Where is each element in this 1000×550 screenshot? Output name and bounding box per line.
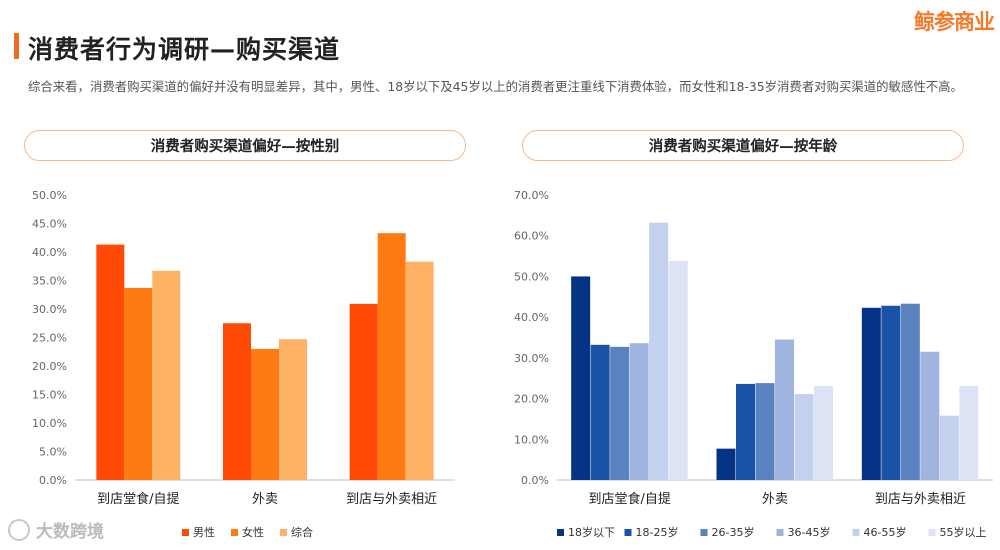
bar-26-35岁-到店堂食/自提: [610, 346, 630, 480]
legend-label: 女性: [242, 525, 264, 539]
bar-男性-外卖: [223, 323, 251, 480]
legend-swatch: [280, 529, 287, 536]
y-tick-label: 15.0%: [32, 389, 67, 402]
y-tick-label: 20.0%: [514, 393, 549, 406]
bar-18-25岁-到店堂食/自提: [590, 344, 610, 480]
legend-swatch: [231, 529, 238, 536]
chart-gender: 0.0% 5.0% 10.0% 15.0% 20.0% 25.0% 30.0% 35.0% 40…: [10, 180, 480, 549]
bar-36-45岁-外卖: [775, 339, 794, 480]
title-accent-bar: [14, 33, 19, 59]
legend-label: 18岁以下: [568, 525, 615, 539]
y-tick-label: 0.0%: [521, 474, 549, 487]
x-tick-label: 到店堂食/自提: [97, 491, 179, 507]
legend-label: 男性: [193, 525, 215, 539]
bar-55岁以上-到店与外卖相近: [959, 385, 979, 480]
bar-55岁以上-外卖: [814, 385, 833, 480]
x-tick-label: 到店堂食/自提: [588, 491, 670, 507]
chart-age-svg: 0.0% 10.0% 20.0% 30.0% 40.0% 50.0% 60.0% 70.0% 到…: [514, 189, 993, 539]
bar-26-35岁-外卖: [755, 383, 775, 480]
legend-swatch: [557, 529, 564, 536]
chart-title-age: 消费者购买渠道偏好—按年龄: [522, 130, 964, 161]
bar-女性-外卖: [251, 348, 279, 480]
legend-label: 综合: [291, 525, 313, 539]
legend-swatch: [928, 529, 936, 536]
chart-title-gender: 消费者购买渠道偏好—按性别: [24, 130, 466, 161]
watermark: 大数跨境: [8, 517, 104, 542]
legend-swatch: [776, 529, 784, 536]
bar-46-55岁-外卖: [794, 394, 814, 480]
y-tick-label: 0.0%: [39, 474, 67, 487]
chart-age: 0.0% 10.0% 20.0% 30.0% 40.0% 50.0% 60.0% 70.0% 到…: [505, 180, 1000, 549]
bar-综合-到店堂食/自提: [152, 270, 181, 480]
y-tick-label: 5.0%: [39, 446, 67, 459]
y-tick-label: 60.0%: [514, 230, 549, 243]
x-tick-label: 到店与外卖相近: [346, 492, 437, 507]
y-tick-label: 45.0%: [32, 218, 67, 231]
legend-swatch: [700, 529, 708, 536]
legend-swatch: [624, 529, 632, 536]
bar-18岁以下-到店与外卖相近: [861, 307, 881, 480]
bar-男性-到店与外卖相近: [349, 303, 378, 480]
page-title: 消费者行为调研—购买渠道: [28, 35, 341, 64]
y-tick-label: 30.0%: [514, 352, 549, 365]
x-tick-label: 到店与外卖相近: [875, 492, 966, 507]
y-tick-label: 40.0%: [514, 311, 549, 324]
y-tick-label: 10.0%: [32, 417, 67, 430]
bar-综合-到店与外卖相近: [405, 261, 434, 480]
y-tick-label: 70.0%: [514, 189, 549, 202]
summary-text: 综合来看，消费者购买渠道的偏好并没有明显差异，其中，男性、18岁以下及45岁以上…: [28, 79, 963, 94]
x-tick-label: 外卖: [762, 492, 788, 507]
brand-logo: 鲸参商业: [914, 10, 995, 34]
bar-女性-到店与外卖相近: [377, 233, 406, 480]
bar-18岁以下-外卖: [716, 448, 736, 480]
legend-swatch: [852, 529, 860, 536]
y-tick-label: 50.0%: [32, 189, 67, 202]
chart-gender-svg: 0.0% 5.0% 10.0% 15.0% 20.0% 25.0% 30.0% 35.0% 40…: [32, 189, 455, 539]
bar-36-45岁-到店堂食/自提: [629, 343, 649, 480]
bar-18岁以下-到店堂食/自提: [571, 276, 591, 480]
y-tick-label: 25.0%: [32, 332, 67, 345]
bar-46-55岁-到店堂食/自提: [649, 222, 669, 480]
bar-46-55岁-到店与外卖相近: [939, 415, 959, 480]
bar-18-25岁-外卖: [736, 383, 755, 480]
y-tick-label: 10.0%: [514, 433, 549, 446]
y-tick-label: 40.0%: [32, 246, 67, 259]
watermark-text: 大数跨境: [36, 522, 104, 542]
bar-26-35岁-到店与外卖相近: [900, 303, 920, 480]
x-tick-label: 外卖: [252, 492, 278, 507]
bar-18-25岁-到店与外卖相近: [881, 305, 901, 480]
watermark-logo-icon: [8, 518, 30, 541]
legend-swatch: [182, 529, 189, 536]
y-tick-label: 50.0%: [514, 270, 549, 283]
bar-女性-到店堂食/自提: [124, 287, 153, 480]
legend-label: 18-25岁: [636, 525, 679, 539]
bar-55岁以上-到店堂食/自提: [668, 260, 688, 480]
bar-男性-到店堂食/自提: [96, 244, 125, 480]
bar-综合-外卖: [279, 339, 307, 480]
y-tick-label: 20.0%: [32, 360, 67, 373]
legend-label: 26-35岁: [712, 525, 755, 539]
y-tick-label: 30.0%: [32, 303, 67, 316]
y-tick-label: 35.0%: [32, 275, 67, 288]
legend-label: 55岁以上: [940, 525, 987, 539]
legend-label: 46-55岁: [864, 525, 907, 539]
bar-36-45岁-到店与外卖相近: [920, 351, 940, 480]
legend-label: 36-45岁: [788, 525, 831, 539]
